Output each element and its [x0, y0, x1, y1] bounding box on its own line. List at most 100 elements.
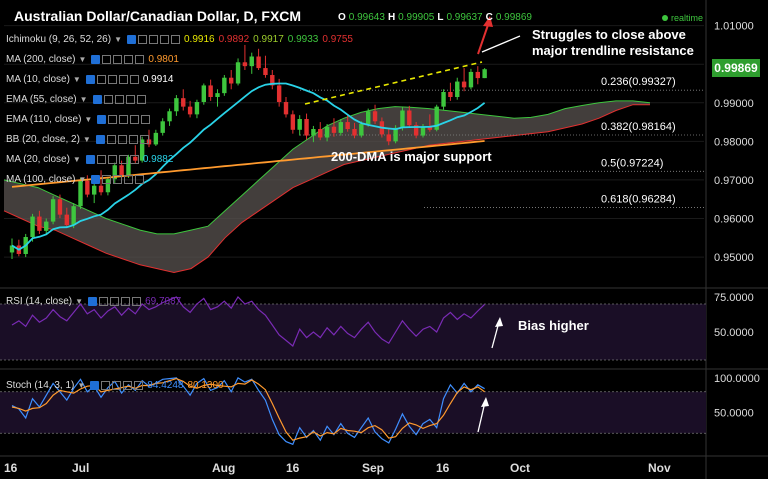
settings-icon[interactable]: [108, 115, 118, 124]
settings-icon[interactable]: [96, 155, 106, 164]
candle-body: [318, 129, 323, 138]
add-icon[interactable]: [159, 35, 169, 44]
dropdown-icon[interactable]: ▼: [72, 155, 81, 164]
close-icon[interactable]: [141, 115, 151, 124]
dropdown-icon[interactable]: ▼: [72, 75, 81, 84]
close-icon[interactable]: [135, 55, 145, 64]
dropdown-icon[interactable]: ▼: [114, 35, 122, 44]
legend-indicator-0[interactable]: Ichimoku (9, 26, 52, 26) ▼ 0.9916 0.9892 0.9…: [6, 34, 353, 45]
add-icon[interactable]: [118, 155, 128, 164]
visibility-icon[interactable]: [91, 55, 101, 64]
legend-indicator-1[interactable]: MA (200, close) ▼ 0.9801: [6, 54, 179, 65]
close-icon[interactable]: [135, 175, 145, 184]
dropdown-icon[interactable]: ▼: [78, 55, 87, 64]
visibility-icon[interactable]: [88, 297, 98, 306]
candle-body: [194, 102, 200, 115]
close-icon[interactable]: [132, 297, 142, 306]
visibility-icon[interactable]: [126, 35, 136, 44]
legend-indicator-5[interactable]: BB (20, close, 2) ▼: [6, 134, 149, 145]
y-tick-label: 0.99000: [714, 98, 754, 110]
source-icon[interactable]: [113, 55, 123, 64]
dropdown-icon[interactable]: ▼: [77, 381, 86, 390]
candle-body: [160, 121, 165, 133]
candle-body: [37, 216, 42, 231]
candle-body: [372, 111, 378, 122]
legend-indicator-7[interactable]: MA (100, close) ▼: [6, 174, 145, 185]
source-icon[interactable]: [107, 75, 117, 84]
candle-body: [338, 122, 343, 133]
close-icon[interactable]: [170, 35, 180, 44]
legend-indicator-4[interactable]: EMA (110, close) ▼: [6, 114, 151, 125]
legend-indicator-6[interactable]: MA (20, close) ▼ 0.9882: [6, 154, 173, 165]
add-icon[interactable]: [128, 135, 138, 144]
candle-body: [153, 132, 159, 145]
dropdown-icon[interactable]: ▼: [84, 115, 93, 124]
settings-icon[interactable]: [102, 175, 112, 184]
candle-body: [324, 126, 330, 138]
fib-label: 0.618(0.96284): [601, 194, 676, 206]
candle-body: [105, 179, 111, 193]
add-icon[interactable]: [130, 115, 140, 124]
fib-label: 0.5(0.97224): [601, 157, 663, 169]
dropdown-icon[interactable]: ▼: [82, 135, 91, 144]
settings-icon[interactable]: [96, 75, 106, 84]
visibility-icon[interactable]: [95, 135, 105, 144]
add-icon[interactable]: [118, 75, 128, 84]
candle-body: [229, 77, 234, 84]
legend-indicator-2[interactable]: MA (10, close) ▼ 0.9914: [6, 74, 173, 85]
source-icon[interactable]: [114, 95, 124, 104]
add-icon[interactable]: [121, 297, 131, 306]
close-icon[interactable]: [139, 135, 149, 144]
close-icon[interactable]: [136, 95, 146, 104]
close-icon[interactable]: [134, 381, 144, 390]
source-icon[interactable]: [148, 35, 158, 44]
x-tick-label: Aug: [212, 461, 235, 475]
visibility-icon[interactable]: [97, 115, 107, 124]
dropdown-icon[interactable]: ▼: [78, 175, 87, 184]
close-icon[interactable]: [129, 155, 139, 164]
close-icon[interactable]: [129, 75, 139, 84]
add-icon[interactable]: [123, 381, 133, 390]
settings-icon[interactable]: [101, 381, 111, 390]
ohlc-value: 0.99869: [495, 12, 532, 23]
candle-body: [468, 71, 474, 88]
settings-icon[interactable]: [102, 55, 112, 64]
visibility-icon[interactable]: [85, 75, 95, 84]
visibility-icon[interactable]: [92, 95, 102, 104]
last-price-label: 0.99869: [712, 59, 760, 77]
candle-body: [455, 81, 460, 97]
x-tick-label: 16: [286, 461, 300, 475]
source-icon[interactable]: [112, 381, 122, 390]
visibility-icon[interactable]: [90, 381, 100, 390]
indicator-value: 0.9916: [183, 34, 215, 45]
legend-indicator-3[interactable]: EMA (55, close) ▼: [6, 94, 146, 105]
settings-icon[interactable]: [103, 95, 113, 104]
bias-arrows: [477, 317, 503, 433]
source-icon[interactable]: [107, 155, 117, 164]
source-icon[interactable]: [110, 297, 120, 306]
source-icon[interactable]: [117, 135, 127, 144]
indicator-label: MA (20, close): [6, 154, 70, 165]
legend-rsi[interactable]: RSI (14, close) ▼ 69.7087: [6, 296, 181, 307]
source-icon[interactable]: [113, 175, 123, 184]
add-icon[interactable]: [125, 95, 135, 104]
indicator-value: 0.9801: [148, 54, 179, 65]
candle-body: [174, 98, 179, 112]
indicator-label: MA (10, close): [6, 74, 70, 85]
source-icon[interactable]: [119, 115, 129, 124]
indicator-value: 0.9914: [142, 74, 174, 85]
add-icon[interactable]: [124, 55, 134, 64]
settings-icon[interactable]: [137, 35, 147, 44]
add-icon[interactable]: [124, 175, 134, 184]
annotation-bias: Bias higher: [518, 318, 589, 333]
settings-icon[interactable]: [106, 135, 116, 144]
y-tick-label: 0.96000: [714, 214, 754, 226]
candle-body: [119, 165, 124, 176]
legend-stoch[interactable]: Stoch (14, 3, 1) ▼ 84.4248 80.1300: [6, 380, 224, 391]
price-candles: [9, 44, 487, 259]
visibility-icon[interactable]: [91, 175, 101, 184]
settings-icon[interactable]: [99, 297, 109, 306]
dropdown-icon[interactable]: ▼: [79, 95, 88, 104]
visibility-icon[interactable]: [85, 155, 95, 164]
dropdown-icon[interactable]: ▼: [75, 297, 84, 306]
